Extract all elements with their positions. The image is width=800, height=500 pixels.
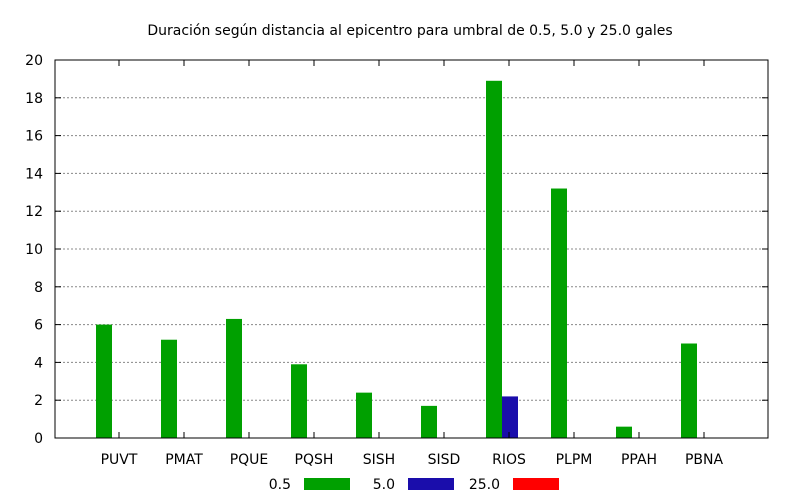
legend-swatch <box>304 478 350 490</box>
y-tick-label: 4 <box>34 355 43 371</box>
y-tick-label: 14 <box>25 166 43 182</box>
y-axis: 0 2 4 6 8 10 12 14 16 18 20 <box>25 53 768 447</box>
bar-puvt-0_5 <box>96 324 112 438</box>
gridlines <box>55 97 768 401</box>
bar-sish-0_5 <box>356 392 372 438</box>
bar-plpm-0_5 <box>551 188 567 438</box>
y-tick-label: 10 <box>25 242 43 258</box>
bar-rios-0_5 <box>486 80 502 438</box>
y-tick-label: 0 <box>34 431 43 447</box>
x-tick-label: PQSH <box>295 452 334 468</box>
legend: 0.5 5.0 25.0 <box>269 477 559 493</box>
bar-rios-5_0 <box>502 396 518 438</box>
bar-ppah-0_5 <box>616 426 632 438</box>
x-tick-label: PMAT <box>165 452 203 468</box>
x-tick-label: PLPM <box>556 452 593 468</box>
x-tick-label: PUVT <box>101 452 138 468</box>
y-tick-label: 18 <box>25 91 43 107</box>
bars <box>96 80 697 438</box>
legend-label: 0.5 <box>269 477 291 493</box>
legend-label: 5.0 <box>373 477 395 493</box>
y-tick-label: 12 <box>25 204 43 220</box>
bar-pmat-0_5 <box>161 339 177 438</box>
y-tick-label: 20 <box>25 53 43 69</box>
x-tick-label: PQUE <box>230 452 269 468</box>
y-tick-label: 8 <box>34 280 43 296</box>
bar-pbna-0_5 <box>681 343 697 438</box>
chart-title: Duración según distancia al epicentro pa… <box>147 23 672 39</box>
y-tick-label: 2 <box>34 393 43 409</box>
x-axis: PUVT PMAT PQUE PQSH SISH SISD RIOS PLPM PPAH PBNA <box>101 60 724 468</box>
bar-sisd-0_5 <box>421 405 437 438</box>
x-tick-label: SISH <box>363 452 395 468</box>
y-tick-label: 6 <box>34 318 43 334</box>
bar-pque-0_5 <box>226 318 242 438</box>
x-tick-label: PPAH <box>621 452 657 468</box>
x-tick-label: PBNA <box>685 452 724 468</box>
bar-pqsh-0_5 <box>291 364 307 438</box>
y-tick-label: 16 <box>25 129 43 145</box>
legend-swatch <box>513 478 559 490</box>
x-tick-label: SISD <box>428 452 461 468</box>
legend-swatch <box>408 478 454 490</box>
legend-label: 25.0 <box>469 477 500 493</box>
x-tick-label: RIOS <box>492 452 526 468</box>
